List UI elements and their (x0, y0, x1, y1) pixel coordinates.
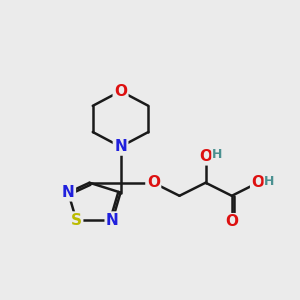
Text: O: O (225, 214, 238, 230)
Text: O: O (147, 175, 160, 190)
Text: O: O (199, 149, 212, 164)
Text: N: N (114, 139, 127, 154)
Text: H: H (264, 175, 274, 188)
Text: N: N (106, 213, 119, 228)
Text: N: N (62, 185, 75, 200)
Text: H: H (212, 148, 222, 161)
Text: O: O (114, 84, 127, 99)
Text: O: O (251, 175, 265, 190)
Text: S: S (71, 213, 82, 228)
